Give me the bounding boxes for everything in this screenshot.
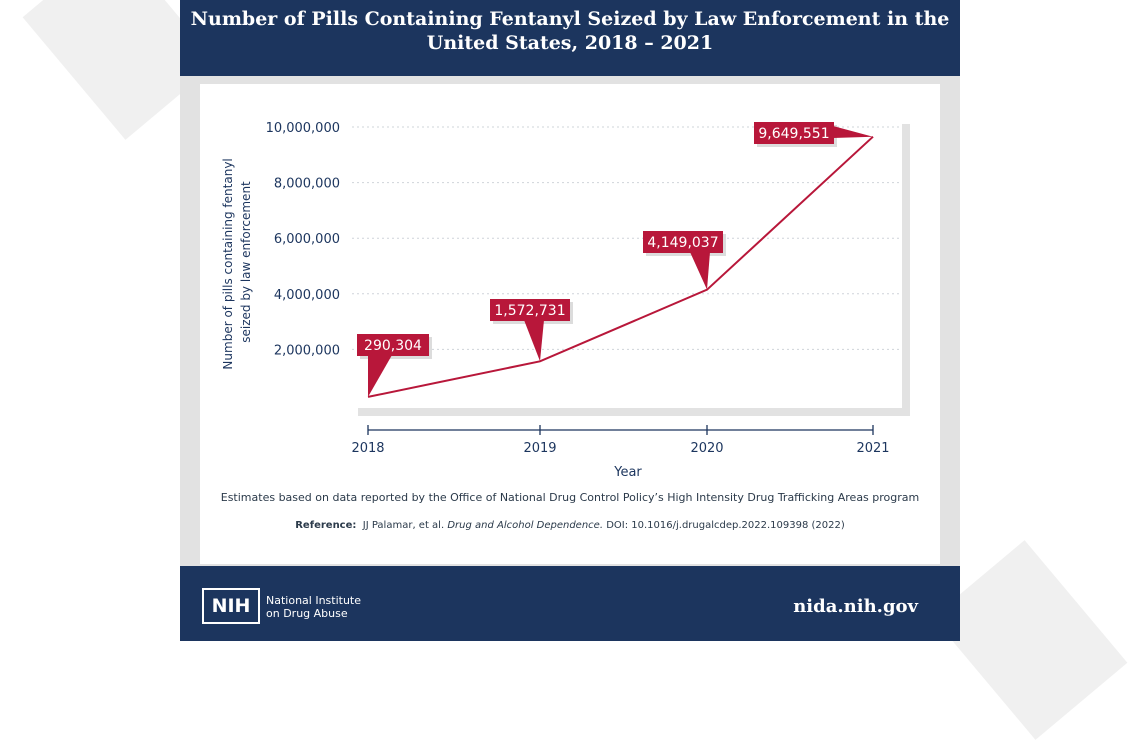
data-label: 1,572,731 [490,299,573,362]
data-label-text: 1,572,731 [494,303,565,319]
data-label-text: 4,149,037 [647,235,718,251]
x-axis: 2018 2019 2020 2021 [351,425,890,456]
data-label-pointer [368,355,392,397]
data-label-text: 290,304 [364,338,422,354]
data-label: 4,149,037 [643,231,726,290]
nih-logo[interactable]: NIH [202,588,260,624]
y-tick-label: 8,000,000 [274,177,340,192]
x-axis-title: Year [613,465,642,480]
data-label-pointer [833,126,873,138]
header-bar [180,0,960,76]
reference: Reference: JJ Palamar, et al. Drug and A… [200,520,940,531]
organization-name-line1: National Institute [266,594,362,607]
y-axis-title: Number of pills containing fentanyl seiz… [221,154,253,369]
data-label: 290,304 [357,334,432,397]
data-label-pointer [524,320,544,362]
data-label-box [643,231,723,253]
y-tick-label: 6,000,000 [274,232,340,247]
chart-title: Number of Pills Containing Fentanyl Seiz… [190,8,950,54]
x-tick-label: 2019 [523,441,556,456]
reference-label: Reference: [295,520,357,531]
data-label-box [490,299,570,321]
x-tick-label: 2018 [351,441,384,456]
data-label: 9,649,551 [754,122,873,147]
data-label-text: 9,649,551 [758,126,829,142]
y-tick-labels: 2,000,000 4,000,000 6,000,000 8,000,000 10,0… [266,121,340,358]
line-chart: 2,000,000 4,000,000 6,000,000 8,000,000 10,0… [221,116,910,480]
reference-journal: Drug and Alcohol Dependence. [447,520,604,531]
x-tick-label: 2020 [690,441,723,456]
data-labels: 290,304 1,572,731 4,149,037 9,649,551 [357,122,873,397]
plot-area [350,116,902,408]
organization-name: National Institute on Drug Abuse [266,594,361,620]
reference-doi: DOI: 10.1016/j.drugalcdep.2022.109398 (2… [606,520,845,531]
organization-name-line2: on Drug Abuse [266,607,348,620]
footer-bar [180,566,960,641]
y-tick-label: 4,000,000 [274,288,340,303]
y-tick-label: 10,000,000 [266,121,340,136]
source-note: Estimates based on data reported by the … [220,491,920,504]
reference-authors: JJ Palamar, et al. [362,520,445,531]
series-line [367,135,874,398]
website-link[interactable]: nida.nih.gov [793,596,918,617]
y-tick-label: 2,000,000 [274,343,340,358]
x-tick-label: 2021 [856,441,889,456]
data-label-box [754,122,834,144]
data-label-box [357,334,429,356]
data-label-pointer [690,252,710,290]
